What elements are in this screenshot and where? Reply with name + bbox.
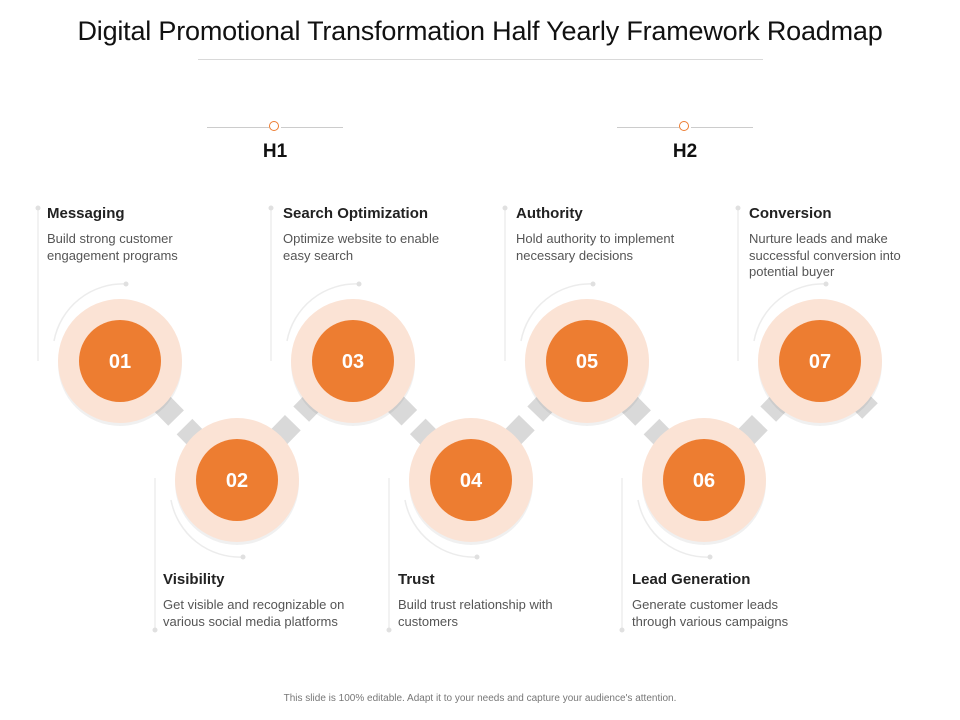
node-core xyxy=(779,320,861,402)
guide-dot xyxy=(502,205,508,211)
step-description: Build trust relationship with customers xyxy=(398,597,553,629)
guide-dot xyxy=(590,281,596,287)
guide-arc xyxy=(520,283,594,342)
footer-note: This slide is 100% editable. Adapt it to… xyxy=(283,693,677,704)
step-description: Get visible and recognizable on various … xyxy=(163,597,345,629)
step-text-block: Lead Generation Generate customer leads t… xyxy=(632,571,817,630)
guide-dot xyxy=(474,554,480,560)
step-node: 07 xyxy=(758,299,882,426)
step-description: Optimize website to enable easy search xyxy=(283,231,440,263)
guide-dot xyxy=(707,554,713,560)
step-heading: Search Optimization xyxy=(283,205,429,222)
period-rule-right xyxy=(691,127,753,128)
step-heading: Trust xyxy=(398,571,435,588)
step-number: 03 xyxy=(342,351,364,373)
step-description: Nurture leads and make successful conver… xyxy=(749,231,901,279)
step-node: 02 xyxy=(175,418,299,545)
step-number: 05 xyxy=(576,351,598,373)
node-core xyxy=(546,320,628,402)
period-label-h2: H2 xyxy=(672,141,698,162)
step-description: Build strong customer engagement program… xyxy=(47,231,178,263)
guide-dot xyxy=(35,205,41,211)
guide-dot xyxy=(240,554,246,560)
period-rule-left xyxy=(207,127,269,128)
step-heading: Lead Generation xyxy=(632,571,751,588)
step-description: Generate customer leads through various … xyxy=(632,597,789,629)
guide-dot xyxy=(386,627,392,633)
guide-arc xyxy=(637,499,711,558)
node-core xyxy=(663,439,745,521)
page-title: Digital Promotional Transformation Half … xyxy=(77,16,883,46)
period-label-h1: H1 xyxy=(262,141,288,162)
step-text-block: Search Optimization Optimize website to e… xyxy=(283,205,468,264)
step-heading: Conversion xyxy=(749,205,832,222)
step-number: 07 xyxy=(809,351,831,373)
node-core xyxy=(430,439,512,521)
step-node: 04 xyxy=(409,418,533,545)
step-heading: Visibility xyxy=(163,571,225,588)
step-number: 01 xyxy=(109,351,131,373)
guide-dot xyxy=(356,281,362,287)
node-core xyxy=(196,439,278,521)
step-node: 03 xyxy=(291,299,415,426)
period-rule-right xyxy=(281,127,343,128)
guide-dot xyxy=(823,281,829,287)
period-rule-left xyxy=(617,127,679,128)
guide-arc xyxy=(404,499,478,558)
step-heading: Authority xyxy=(516,205,583,222)
step-number: 02 xyxy=(226,470,248,492)
guide-arc xyxy=(286,283,360,342)
guide-dot xyxy=(735,205,741,211)
guide-line-group xyxy=(35,205,829,633)
step-node: 06 xyxy=(642,418,766,545)
node-core xyxy=(79,320,161,402)
guide-arc xyxy=(170,499,244,558)
step-text-block: Messaging Build strong customer engagemen… xyxy=(47,205,232,264)
guide-dot xyxy=(152,627,158,633)
step-number: 04 xyxy=(460,470,483,492)
guide-dot xyxy=(123,281,129,287)
step-node: 05 xyxy=(525,299,649,426)
title-divider xyxy=(198,59,763,60)
period-dot xyxy=(679,121,689,131)
step-node: 01 xyxy=(58,299,182,426)
step-text-block: Authority Hold authority to implement nec… xyxy=(516,205,701,264)
guide-dot xyxy=(268,205,274,211)
step-text-block: Visibility Get visible and recognizable o… xyxy=(163,571,348,630)
guide-arc xyxy=(753,283,827,342)
step-text-block: Conversion Nurture leads and make success… xyxy=(749,205,934,281)
period-dot xyxy=(269,121,279,131)
step-heading: Messaging xyxy=(47,205,125,222)
guide-dot xyxy=(619,627,625,633)
node-group: 01 02 03 04 05 06 07 xyxy=(58,299,882,545)
guide-arc xyxy=(53,283,127,342)
step-description: Hold authority to implement necessary de… xyxy=(516,231,675,263)
step-text-block: Trust Build trust relationship with custo… xyxy=(398,571,583,630)
node-core xyxy=(312,320,394,402)
step-number: 06 xyxy=(693,470,715,492)
